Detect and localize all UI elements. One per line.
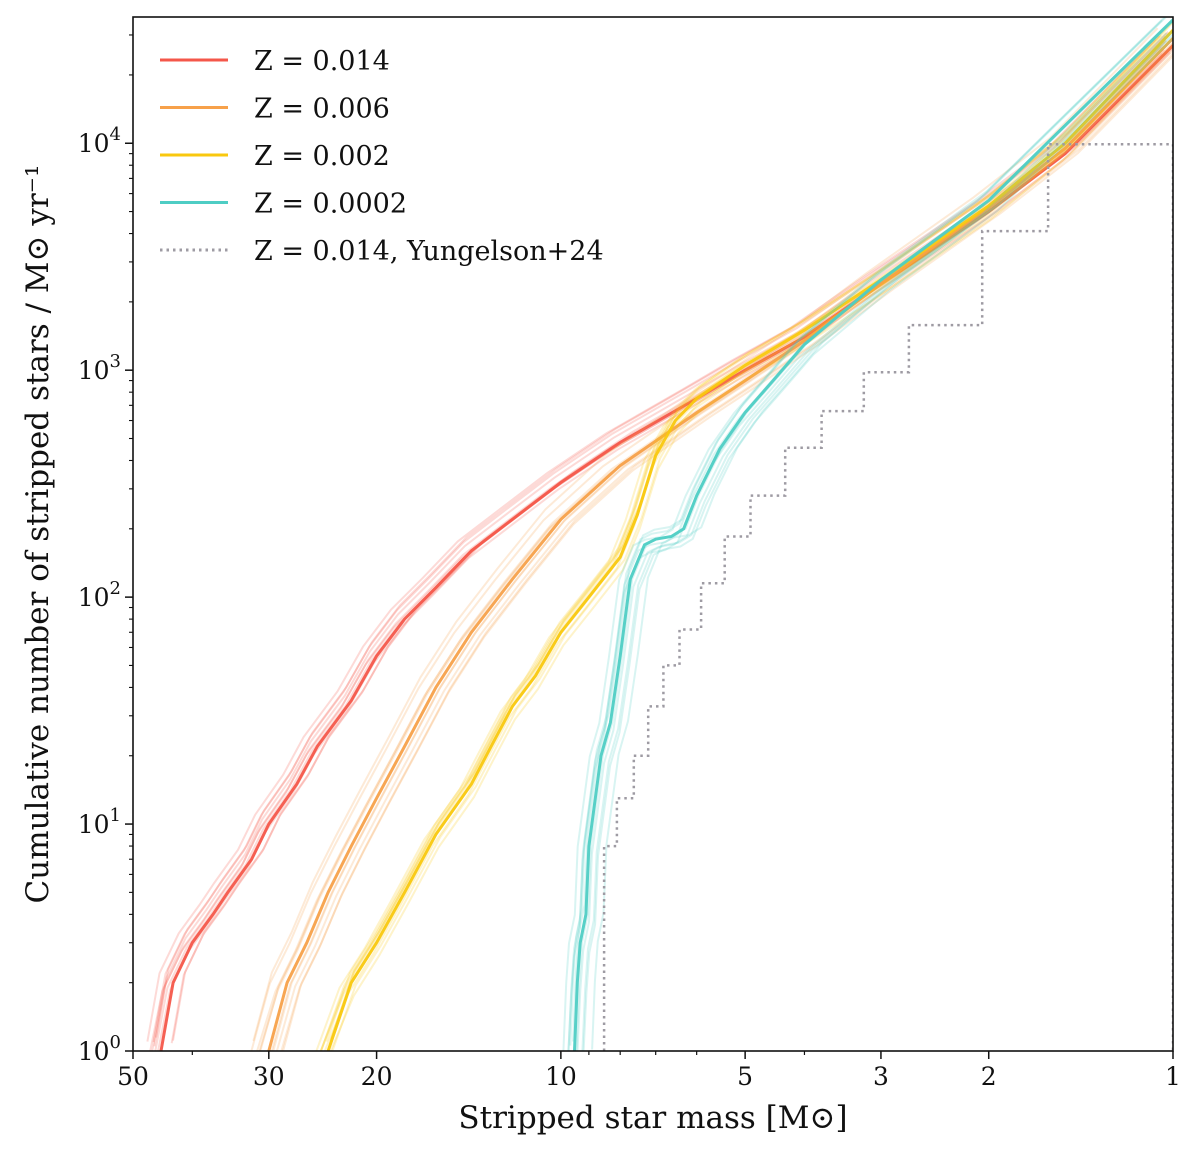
series-line: [573, 18, 1173, 1051]
x-tick-label: 5: [737, 1062, 753, 1091]
plot-frame: [132, 16, 1174, 1052]
realization-line: [152, 35, 1167, 1043]
realization-line: [315, 34, 1163, 1051]
x-tick-label: 1: [1165, 1062, 1181, 1091]
x-tick-label: 2: [981, 1062, 997, 1091]
x-ticks: 50 30 20 10 5 3 2 1: [117, 1051, 1181, 1091]
realization-line: [275, 48, 1173, 1051]
series-line: [326, 29, 1173, 1051]
legend-label: Z = 0.002: [254, 141, 390, 172]
realization-line: [319, 36, 1167, 1051]
series-line: [159, 44, 1173, 1051]
legend-label: Z = 0.0002: [254, 189, 407, 220]
realization-line: [282, 52, 1173, 1051]
realization-line: [581, 32, 1173, 1051]
realization-line: [252, 27, 1159, 1042]
realization-line: [329, 20, 1173, 1042]
series-layer: [146, 17, 1173, 1051]
realization-line: [567, 32, 1168, 1051]
realization-line: [562, 19, 1163, 1051]
series-z-0-014: [146, 31, 1173, 1051]
realization-line: [320, 32, 1167, 1051]
legend-label: Z = 0.014: [254, 46, 390, 77]
realization-line: [582, 37, 1173, 1051]
x-tick-label: 30: [253, 1062, 285, 1091]
series-z-0-0002: [562, 17, 1173, 1051]
series-z-0-014-yungelson-24: [602, 142, 1173, 1051]
realization-line: [280, 54, 1173, 1051]
realization-line: [569, 17, 1168, 1046]
y-tick-label: 101: [78, 805, 121, 839]
realization-line: [325, 20, 1173, 1042]
series-z-0-002: [315, 19, 1173, 1051]
y-tick-label: 104: [78, 124, 121, 158]
series-line: [267, 37, 1173, 1051]
x-tick-label: 50: [117, 1062, 149, 1091]
realization-line: [572, 17, 1167, 1042]
legend-label: Z = 0.014, Yungelson+24: [254, 236, 604, 267]
realization-line: [155, 31, 1169, 1038]
y-tick-label: 100: [78, 1032, 121, 1066]
legend: Z = 0.014 Z = 0.006 Z = 0.002 Z = 0.0002 Z =…: [160, 46, 604, 267]
legend-label: Z = 0.006: [254, 94, 390, 125]
x-tick-label: 20: [361, 1062, 393, 1091]
realization-line: [591, 34, 1173, 1050]
realization-line: [250, 38, 1157, 1051]
x-tick-label: 3: [873, 1062, 889, 1091]
realization-line: [576, 29, 1173, 1051]
y-tick-label: 102: [78, 578, 121, 612]
realization-line: [330, 19, 1173, 1040]
y-ticks: 100 101 102 103 104: [78, 34, 133, 1066]
realization-line: [153, 39, 1168, 1047]
x-axis-title: Stripped star mass [M⊙]: [458, 1100, 847, 1136]
realization-line: [146, 35, 1161, 1042]
realization-line: [329, 44, 1173, 1051]
y-tick-label: 103: [78, 351, 121, 385]
realization-line: [270, 41, 1173, 1051]
realization-line: [272, 41, 1173, 1051]
series-z-0-006: [250, 27, 1173, 1051]
x-tick-label: 10: [545, 1062, 577, 1091]
y-axis-title: Cumulative number of stripped stars / M⊙…: [20, 165, 56, 904]
